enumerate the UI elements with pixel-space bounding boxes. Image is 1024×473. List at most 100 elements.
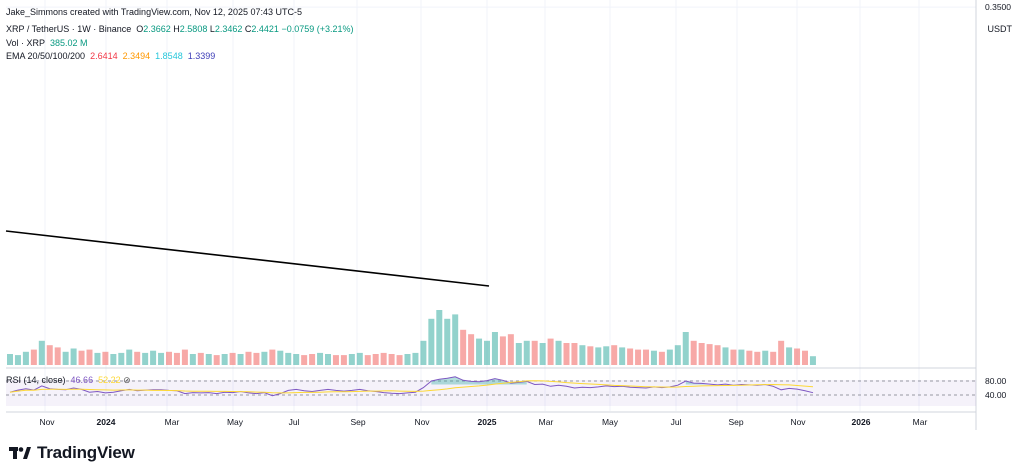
volume-bar bbox=[730, 349, 737, 365]
time-tick-label: Mar bbox=[539, 417, 554, 427]
volume-bar bbox=[7, 354, 13, 365]
volume-bars bbox=[7, 310, 816, 365]
volume-bar bbox=[794, 348, 801, 365]
volume-bar bbox=[650, 350, 657, 365]
volume-bar bbox=[38, 340, 45, 365]
volume-bar bbox=[332, 355, 339, 365]
volume-bar bbox=[78, 350, 85, 365]
volume-bar bbox=[539, 343, 546, 365]
ohlc-close: 2.4421 bbox=[251, 24, 279, 34]
rsi-legend[interactable]: RSI (14, close) 46.66 52.22 ⊘ bbox=[6, 375, 131, 385]
volume-bar bbox=[62, 351, 69, 365]
descending-trendline[interactable] bbox=[5, 230, 490, 287]
volume-bar bbox=[189, 354, 196, 365]
volume-bar bbox=[643, 349, 649, 365]
volume-bar bbox=[714, 345, 721, 365]
volume-bar bbox=[166, 351, 172, 365]
volume-bar bbox=[309, 354, 316, 365]
ema100-value: 1.8548 bbox=[155, 51, 183, 61]
volume-bar bbox=[428, 318, 435, 365]
volume-bar bbox=[181, 349, 188, 365]
rsi-ma-value: 52.22 bbox=[98, 375, 121, 385]
volume-bar bbox=[348, 354, 355, 365]
price-axis: USDT3.50002.90001.90001.60001.30001.1000… bbox=[985, 2, 1013, 400]
volume-bar bbox=[595, 347, 602, 365]
symbol-title[interactable]: XRP / TetherUS · 1W · Binance bbox=[6, 24, 132, 34]
rsi-panel bbox=[6, 376, 976, 397]
volume-bar bbox=[579, 345, 586, 365]
volume-bar bbox=[412, 352, 419, 365]
volume-bar bbox=[340, 355, 347, 365]
time-tick-label: May bbox=[227, 417, 244, 427]
symbol-ohlc-line: XRP / TetherUS · 1W · Binance O2.3662 H2… bbox=[6, 24, 354, 34]
volume-bar bbox=[420, 340, 427, 365]
volume-bar bbox=[197, 352, 204, 365]
volume-legend[interactable]: Vol · XRP 385.02 M bbox=[6, 38, 88, 48]
volume-bar bbox=[150, 350, 157, 365]
time-tick-label: Jul bbox=[671, 417, 682, 427]
volume-bar bbox=[468, 334, 475, 365]
time-tick-label: Nov bbox=[39, 417, 55, 427]
ohlc-high: 2.5808 bbox=[179, 24, 208, 34]
volume-bar bbox=[388, 354, 395, 365]
volume-bar bbox=[491, 332, 498, 365]
volume-bar bbox=[46, 345, 53, 365]
volume-bar bbox=[253, 352, 260, 365]
tradingview-logo[interactable]: TradingView bbox=[9, 443, 135, 463]
volume-bar bbox=[102, 351, 109, 365]
volume-bar bbox=[706, 344, 713, 365]
volume-bar bbox=[484, 340, 490, 365]
volume-bar bbox=[285, 352, 292, 365]
volume-bar bbox=[555, 340, 562, 365]
price-tick-label: 0.3500 bbox=[985, 2, 1011, 12]
volume-bar bbox=[30, 349, 37, 365]
volume-bar bbox=[722, 347, 729, 365]
volume-bar bbox=[325, 354, 331, 365]
volume-bar bbox=[603, 346, 610, 365]
volume-bar bbox=[86, 349, 93, 365]
volume-bar bbox=[499, 336, 506, 365]
volume-bar bbox=[444, 318, 451, 365]
volume-value: 385.02 M bbox=[50, 38, 88, 48]
volume-bar bbox=[460, 329, 467, 365]
volume-bar bbox=[809, 356, 816, 365]
rsi-tick-label: 80.00 bbox=[985, 376, 1007, 386]
time-tick-label: Mar bbox=[913, 417, 928, 427]
volume-bar bbox=[277, 350, 284, 365]
volume-bar bbox=[54, 347, 61, 365]
volume-bar bbox=[762, 350, 769, 365]
time-tick-label: Jul bbox=[289, 417, 300, 427]
volume-bar bbox=[507, 334, 514, 365]
volume-bar bbox=[126, 349, 133, 365]
time-tick-label: 2026 bbox=[852, 417, 871, 427]
volume-bar bbox=[698, 343, 705, 365]
volume-bar bbox=[221, 354, 228, 365]
created-by-line: Jake_Simmons created with TradingView.co… bbox=[6, 7, 302, 17]
volume-bar bbox=[571, 343, 578, 365]
volume-bar bbox=[134, 351, 141, 365]
volume-bar bbox=[523, 340, 530, 365]
time-tick-label: 2024 bbox=[97, 417, 116, 427]
volume-bar bbox=[786, 347, 793, 365]
volume-bar bbox=[301, 355, 308, 365]
volume-bar bbox=[436, 310, 443, 365]
volume-bar bbox=[14, 355, 21, 365]
volume-bar bbox=[70, 348, 77, 365]
volume-bar bbox=[802, 350, 808, 365]
volume-bar bbox=[746, 350, 753, 365]
volume-bar bbox=[269, 349, 276, 365]
volume-bar bbox=[372, 354, 379, 365]
volume-bar bbox=[396, 355, 403, 365]
volume-bar bbox=[619, 347, 626, 365]
volume-bar bbox=[666, 349, 673, 365]
volume-bar bbox=[770, 351, 777, 365]
rsi-ma-line bbox=[9, 380, 814, 394]
volume-bar bbox=[547, 338, 554, 365]
volume-bar bbox=[94, 352, 101, 365]
ema-legend[interactable]: EMA 20/50/100/200 2.6414 2.3494 1.8548 1… bbox=[6, 51, 216, 61]
volume-bar bbox=[118, 352, 125, 365]
ema200-value: 1.3399 bbox=[187, 51, 216, 61]
volume-bar bbox=[404, 354, 411, 365]
volume-bar bbox=[690, 340, 697, 365]
